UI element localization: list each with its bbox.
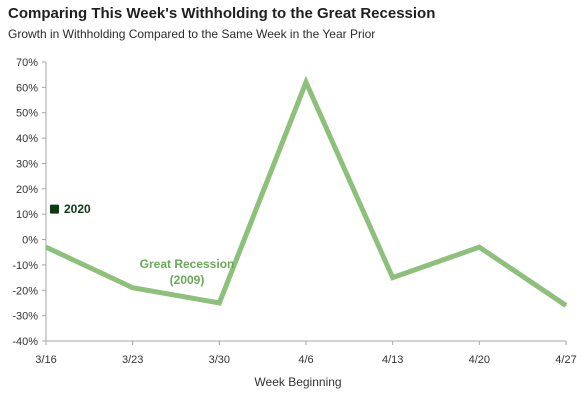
series-label-2020: 2020 xyxy=(64,202,91,216)
data-point-great-recession xyxy=(45,246,47,248)
chart-title: Comparing This Week's Withholding to the… xyxy=(8,5,436,22)
y-tick-label: 60% xyxy=(16,82,38,94)
x-tick-label: 4/13 xyxy=(382,354,403,366)
y-tick-label: 40% xyxy=(16,133,38,145)
y-tick-label: -30% xyxy=(12,311,38,323)
y-tick-label: 50% xyxy=(16,108,38,120)
y-tick-label: -10% xyxy=(12,260,38,272)
x-tick-label: 3/23 xyxy=(122,354,143,366)
y-tick-label: -20% xyxy=(12,285,38,297)
x-tick-label: 4/6 xyxy=(298,354,313,366)
y-tick-label: 30% xyxy=(16,158,38,170)
data-point-great-recession xyxy=(478,246,480,248)
x-tick-label: 3/30 xyxy=(209,354,230,366)
data-point-great-recession xyxy=(392,277,394,279)
x-tick-label: 4/27 xyxy=(555,354,576,366)
y-tick-label: 70% xyxy=(16,57,38,69)
series-label-great-recession: Great Recession xyxy=(140,257,235,271)
data-point-great-recession xyxy=(565,304,567,306)
y-tick-label: -40% xyxy=(12,336,38,348)
y-tick-label: 10% xyxy=(16,209,38,221)
y-tick-label: 20% xyxy=(16,184,38,196)
data-point-great-recession xyxy=(132,287,134,289)
chart-subtitle: Growth in Withholding Compared to the Sa… xyxy=(8,27,376,41)
x-tick-label: 3/16 xyxy=(35,354,56,366)
data-point-2020 xyxy=(50,204,59,214)
series-line-great-recession xyxy=(44,75,568,308)
data-point-great-recession xyxy=(218,302,220,304)
x-axis-label: Week Beginning xyxy=(254,375,341,389)
data-point-great-recession xyxy=(305,81,307,83)
x-tick-label: 4/20 xyxy=(469,354,490,366)
series-label-great-recession-year: (2009) xyxy=(170,273,205,287)
y-tick-label: 0% xyxy=(22,235,38,247)
